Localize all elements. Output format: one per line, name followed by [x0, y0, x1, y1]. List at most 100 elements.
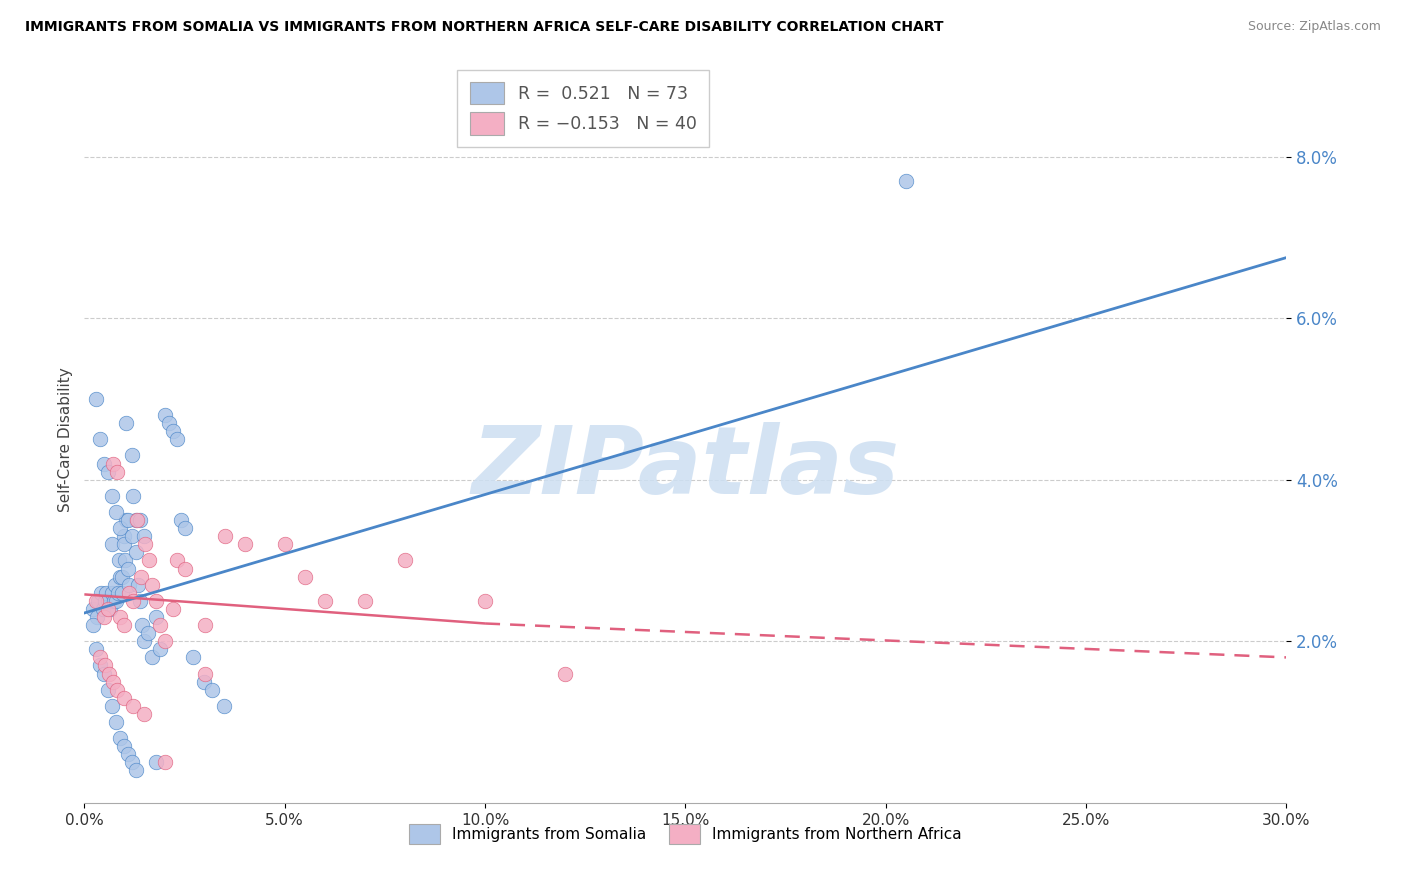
Point	[117, 561, 139, 575]
Point	[127, 578, 149, 592]
Point	[94, 594, 117, 608]
Point	[110, 569, 132, 583]
Point	[115, 513, 138, 527]
Point	[89, 650, 111, 665]
Point	[96, 586, 118, 600]
Point	[214, 529, 236, 543]
Point	[193, 674, 215, 689]
Point	[89, 658, 111, 673]
Y-axis label: Self-Care Disability: Self-Care Disability	[58, 367, 73, 512]
Point	[110, 610, 132, 624]
Point	[98, 666, 121, 681]
Point	[93, 666, 115, 681]
Point	[90, 586, 112, 600]
Text: Source: ZipAtlas.com: Source: ZipAtlas.com	[1247, 20, 1381, 33]
Point	[149, 618, 172, 632]
Point	[894, 174, 917, 188]
Point	[114, 553, 136, 567]
Point	[129, 513, 152, 527]
Point	[124, 513, 146, 527]
Point	[314, 594, 336, 608]
Point	[118, 586, 141, 600]
Point	[274, 537, 297, 551]
Point	[108, 521, 131, 535]
Point	[136, 626, 159, 640]
Point	[86, 642, 108, 657]
Point	[121, 756, 143, 770]
Point	[117, 513, 139, 527]
Point	[118, 578, 141, 592]
Point	[194, 618, 217, 632]
Point	[153, 756, 176, 770]
Point	[122, 594, 145, 608]
Point	[131, 618, 153, 632]
Text: ZIPatlas: ZIPatlas	[471, 423, 900, 515]
Point	[162, 602, 184, 616]
Point	[115, 416, 138, 430]
Point	[110, 731, 132, 746]
Point	[93, 610, 115, 624]
Point	[183, 650, 205, 665]
Point	[141, 650, 163, 665]
Point	[127, 513, 149, 527]
Point	[100, 489, 122, 503]
Point	[112, 537, 135, 551]
Point	[294, 569, 316, 583]
Point	[87, 594, 110, 608]
Point	[134, 529, 156, 543]
Point	[201, 682, 224, 697]
Point	[125, 764, 148, 778]
Point	[108, 553, 131, 567]
Point	[101, 698, 124, 713]
Point	[122, 698, 145, 713]
Point	[233, 537, 256, 551]
Point	[153, 634, 176, 648]
Point	[107, 586, 129, 600]
Point	[103, 674, 125, 689]
Point	[474, 594, 496, 608]
Point	[112, 529, 135, 543]
Point	[98, 602, 121, 616]
Point	[94, 658, 117, 673]
Point	[145, 756, 167, 770]
Point	[145, 594, 167, 608]
Point	[166, 553, 188, 567]
Point	[114, 618, 135, 632]
Point	[554, 666, 576, 681]
Point	[105, 714, 128, 729]
Point	[111, 586, 134, 600]
Point	[149, 642, 172, 657]
Text: IMMIGRANTS FROM SOMALIA VS IMMIGRANTS FROM NORTHERN AFRICA SELF-CARE DISABILITY : IMMIGRANTS FROM SOMALIA VS IMMIGRANTS FR…	[25, 20, 943, 34]
Point	[114, 739, 135, 754]
Legend: Immigrants from Somalia, Immigrants from Northern Africa: Immigrants from Somalia, Immigrants from…	[404, 818, 967, 850]
Point	[173, 561, 195, 575]
Point	[100, 586, 122, 600]
Point	[125, 545, 148, 559]
Point	[134, 537, 156, 551]
Point	[111, 569, 134, 583]
Point	[86, 610, 108, 624]
Point	[170, 513, 193, 527]
Point	[121, 529, 143, 543]
Point	[89, 432, 111, 446]
Point	[129, 569, 152, 583]
Point	[212, 698, 235, 713]
Point	[105, 465, 128, 479]
Point	[82, 602, 104, 616]
Point	[103, 594, 125, 608]
Point	[121, 449, 143, 463]
Point	[155, 408, 177, 422]
Point	[97, 682, 120, 697]
Point	[394, 553, 416, 567]
Point	[166, 432, 188, 446]
Point	[82, 618, 104, 632]
Point	[105, 682, 128, 697]
Point	[138, 553, 160, 567]
Point	[104, 505, 127, 519]
Point	[145, 610, 167, 624]
Point	[121, 489, 143, 503]
Point	[354, 594, 377, 608]
Point	[101, 537, 124, 551]
Point	[97, 465, 120, 479]
Point	[97, 602, 120, 616]
